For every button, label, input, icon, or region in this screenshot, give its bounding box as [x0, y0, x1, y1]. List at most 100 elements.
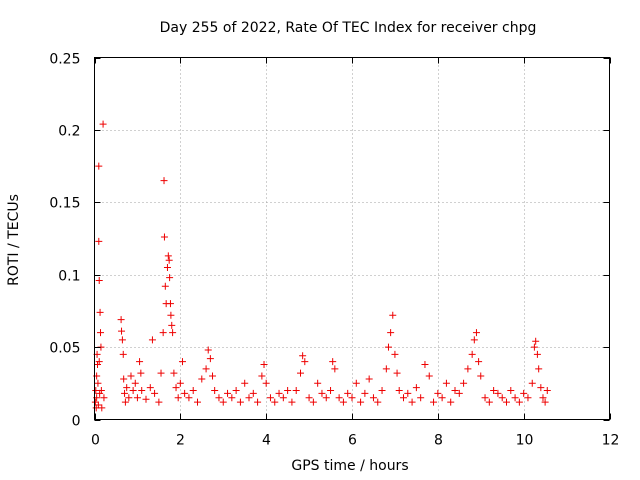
y-tick-label: 0.25	[49, 52, 80, 68]
data-point	[503, 398, 510, 406]
data-point	[297, 369, 304, 377]
data-point	[189, 387, 197, 395]
data-point	[151, 389, 159, 397]
data-point	[121, 398, 129, 406]
data-point	[309, 398, 317, 406]
data-point	[395, 387, 403, 395]
data-point	[284, 387, 292, 395]
data-point	[100, 394, 108, 402]
data-point	[288, 398, 296, 406]
data-point	[543, 387, 551, 395]
data-point	[120, 375, 128, 383]
data-point	[382, 365, 390, 373]
data-point	[434, 389, 442, 397]
data-point	[219, 398, 227, 406]
data-point	[348, 394, 356, 402]
data-point	[258, 372, 266, 380]
data-point	[163, 263, 171, 271]
data-point	[539, 394, 547, 402]
data-point	[174, 394, 182, 402]
data-point	[524, 394, 532, 402]
data-point	[241, 379, 249, 387]
data-point	[391, 350, 399, 358]
data-point	[160, 177, 168, 185]
data-point	[279, 394, 287, 402]
data-point	[533, 350, 541, 358]
data-point	[155, 398, 163, 406]
data-point	[490, 387, 498, 395]
data-point	[393, 369, 401, 377]
data-point	[94, 401, 102, 409]
data-point	[515, 398, 523, 406]
data-point	[202, 365, 210, 373]
data-point	[301, 358, 309, 366]
data-point	[224, 389, 232, 397]
data-point	[331, 365, 339, 373]
data-point	[95, 276, 103, 284]
data-point	[361, 389, 369, 397]
data-point	[136, 358, 144, 366]
data-point	[204, 346, 212, 354]
data-point	[535, 365, 543, 373]
data-point	[365, 375, 373, 383]
data-point	[94, 360, 102, 368]
data-point	[168, 321, 176, 329]
data-point	[455, 389, 463, 397]
data-point	[305, 394, 313, 402]
x-tick-label: 0	[91, 433, 100, 449]
data-point	[142, 395, 150, 403]
x-tick-label: 6	[348, 433, 357, 449]
x-tick-label: 8	[434, 433, 443, 449]
data-point	[131, 379, 139, 387]
data-point	[133, 394, 141, 402]
data-point	[119, 350, 127, 358]
data-point	[99, 120, 107, 128]
data-point	[425, 372, 433, 380]
data-point	[275, 389, 283, 397]
data-point	[165, 256, 173, 264]
data-point	[292, 387, 300, 395]
data-point	[344, 389, 352, 397]
data-point	[384, 343, 392, 351]
data-point	[185, 394, 193, 402]
data-point	[121, 389, 129, 397]
data-point	[138, 387, 146, 395]
data-point	[451, 387, 459, 395]
y-axis-label: ROTI / TECUs	[6, 194, 22, 286]
data-point	[91, 398, 99, 406]
data-point	[95, 237, 103, 245]
data-point	[460, 379, 468, 387]
data-points	[91, 120, 551, 412]
data-point	[438, 394, 446, 402]
data-point	[472, 329, 480, 337]
data-point	[178, 358, 186, 366]
data-point	[412, 384, 420, 392]
data-point	[245, 394, 253, 402]
data-point	[95, 162, 103, 170]
data-point	[447, 398, 455, 406]
data-point	[94, 379, 102, 387]
data-point	[477, 372, 485, 380]
axis-ticks	[94, 57, 611, 421]
grid-lines	[94, 57, 610, 420]
data-point	[98, 404, 106, 412]
y-tick-labels: 0 0.05 0.1 0.15 0.2 0.25	[49, 52, 80, 430]
data-point	[161, 282, 169, 290]
y-tick-label: 0	[72, 414, 81, 430]
data-point	[339, 398, 347, 406]
data-point	[498, 394, 506, 402]
data-point	[481, 394, 489, 402]
data-point	[357, 398, 365, 406]
data-point	[369, 394, 377, 402]
data-point	[537, 384, 545, 392]
data-point	[318, 389, 326, 397]
data-point	[172, 384, 180, 392]
data-point	[97, 329, 105, 337]
data-point	[530, 343, 538, 351]
y-tick-label: 0.1	[58, 269, 80, 285]
data-point	[137, 369, 145, 377]
data-point	[266, 394, 274, 402]
data-point	[167, 311, 175, 319]
data-point	[97, 387, 105, 395]
